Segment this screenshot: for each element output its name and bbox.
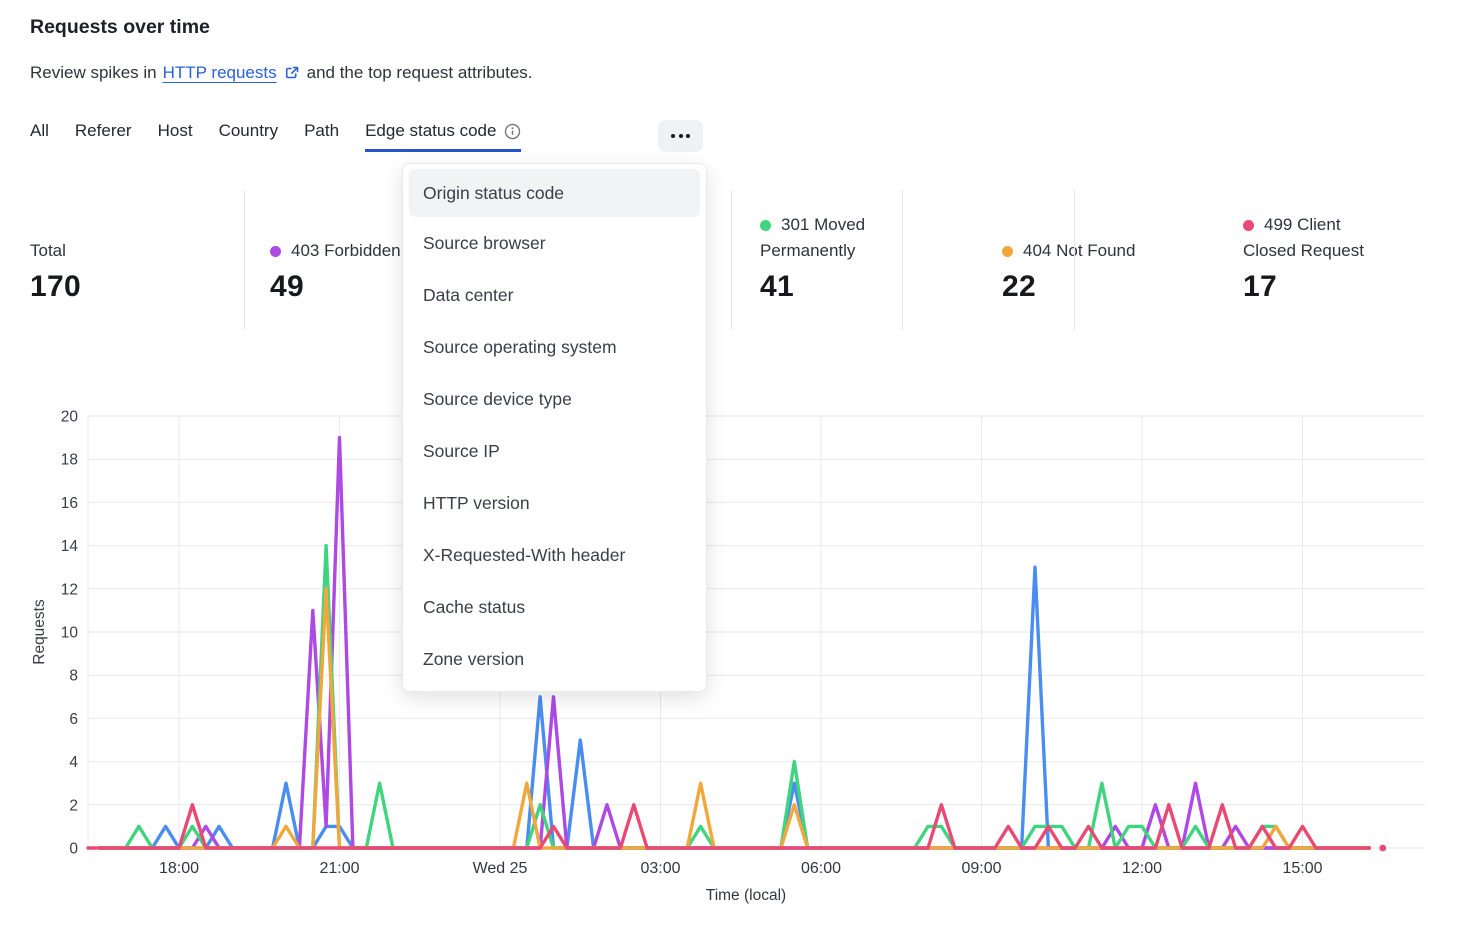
series-line-403-forbidden xyxy=(97,435,1372,850)
active-tab-group: Edge status code xyxy=(365,121,522,152)
menu-item-http-version[interactable]: HTTP version xyxy=(423,492,530,513)
stat-label-301-moved-permanently: 301 Moved Permanently xyxy=(760,215,866,260)
menu-item-x-requested-with-header[interactable]: X-Requested-With header xyxy=(423,544,626,565)
x-tick-label: 18:00 xyxy=(159,860,199,877)
menu-item-source-ip[interactable]: Source IP xyxy=(423,440,500,461)
tab-edge-status-code[interactable]: Edge status code xyxy=(365,121,497,140)
attribute-dropdown-menu: Origin status code Source browser Data cen… xyxy=(402,163,707,692)
legend-dot xyxy=(1002,245,1013,257)
tab-country[interactable]: Country xyxy=(218,121,279,140)
stat-value-301-moved-permanently: 41 xyxy=(760,270,794,303)
y-tick-label: 10 xyxy=(61,625,79,642)
menu-item-data-center[interactable]: Data center xyxy=(423,284,514,305)
y-tick-label: 14 xyxy=(61,538,79,555)
x-tick-label: Wed 25 xyxy=(473,860,528,877)
stat-value-403-forbidden: 49 xyxy=(270,270,304,303)
page-subtitle: Review spikes in HTTP requests and the t… xyxy=(30,63,533,83)
tab-host[interactable]: Host xyxy=(157,121,193,140)
y-tick-label: 8 xyxy=(69,668,78,685)
x-tick-label: 15:00 xyxy=(1282,860,1322,877)
stat-divider xyxy=(731,190,732,330)
y-tick-label: 12 xyxy=(61,581,78,598)
series-line-unlabeled xyxy=(97,565,1372,850)
stat-value-total: 170 xyxy=(30,270,81,303)
series-line-499-client-closed-request xyxy=(97,803,1372,850)
stat-divider xyxy=(244,190,245,330)
y-tick-label: 6 xyxy=(69,711,78,728)
stat-label-403-forbidden: 403 Forbidden xyxy=(270,212,401,264)
menu-item-cache-status[interactable]: Cache status xyxy=(423,596,526,617)
stat-label-404-not-found: 404 Not Found xyxy=(1002,212,1135,264)
menu-item-source-browser[interactable]: Source browser xyxy=(423,232,546,253)
stat-label-499-client-closed-request: 499 Client Closed Request xyxy=(1243,215,1364,260)
x-tick-label: 09:00 xyxy=(961,860,1001,877)
stat-divider xyxy=(1074,190,1075,330)
ellipsis-icon xyxy=(671,134,675,138)
x-tick-label: 06:00 xyxy=(801,860,841,877)
subtitle-suffix: and the top request attributes. xyxy=(306,63,533,82)
chart-canvas[interactable]: 0 2 4 6 8 10 12 14 16 18 20 Requests 18:00 21:00 Wed 2… xyxy=(0,400,1458,940)
stat-value-499-client-closed-request: 17 xyxy=(1243,270,1277,303)
tab-referer[interactable]: Referer xyxy=(74,121,132,140)
external-link-icon xyxy=(285,66,299,80)
stat-value-404-not-found: 22 xyxy=(1002,270,1036,303)
y-tick-label: 2 xyxy=(69,797,78,814)
x-axis-title: Time (local) xyxy=(706,887,786,904)
menu-item-zone-version[interactable]: Zone version xyxy=(423,648,525,669)
tab-path[interactable]: Path xyxy=(304,121,340,140)
y-tick-label: 0 xyxy=(69,841,78,858)
page-title: Requests over time xyxy=(30,16,210,38)
tabs: All Referer Host Country Path Edge status cod… xyxy=(30,121,522,152)
y-axis-title: Requests xyxy=(31,599,48,665)
y-tick-label: 4 xyxy=(69,754,78,771)
tab-all[interactable]: All xyxy=(30,121,49,140)
stat-label-total: Total xyxy=(30,241,66,260)
more-tabs-button[interactable] xyxy=(658,120,703,152)
x-tick-label: 03:00 xyxy=(640,860,680,877)
subtitle-prefix: Review spikes in xyxy=(30,63,157,82)
menu-item-source-device-type[interactable]: Source device type xyxy=(423,388,572,409)
legend-dot xyxy=(760,219,771,231)
requests-over-time-chart: 0 2 4 6 8 10 12 14 16 18 20 Requests 18:00 21:00 Wed 2… xyxy=(0,400,1458,945)
http-requests-link[interactable]: HTTP requests xyxy=(162,63,277,82)
y-tick-label: 20 xyxy=(61,409,79,426)
menu-item-source-operating-system[interactable]: Source operating system xyxy=(423,336,617,357)
x-tick-label: 21:00 xyxy=(319,860,359,877)
legend-dot xyxy=(270,245,281,257)
x-tick-label: 12:00 xyxy=(1122,860,1162,877)
y-tick-label: 16 xyxy=(61,495,78,512)
info-icon[interactable] xyxy=(504,123,521,140)
series-end-dot xyxy=(1379,844,1387,852)
y-tick-label: 18 xyxy=(61,452,78,469)
menu-item-origin-status-code[interactable]: Origin status code xyxy=(409,169,700,217)
stat-divider xyxy=(902,190,903,330)
legend-dot xyxy=(1243,219,1254,231)
